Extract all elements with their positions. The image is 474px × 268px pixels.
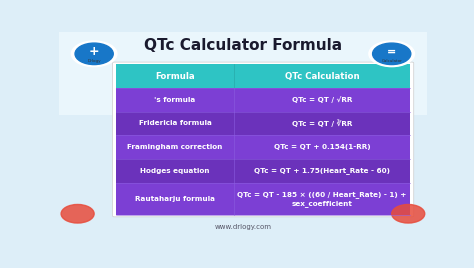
Text: QTc = QT + 1.75(Heart_Rate - 60): QTc = QT + 1.75(Heart_Rate - 60) [254, 168, 390, 174]
Text: Calculator: Calculator [381, 59, 402, 63]
Bar [59, 32, 427, 115]
Text: Hodges equation: Hodges equation [140, 168, 210, 174]
Text: =: = [387, 47, 396, 57]
Bar [116, 88, 410, 111]
Text: www.drlogy.com: www.drlogy.com [214, 224, 272, 230]
Text: 's formula: 's formula [155, 97, 196, 103]
Circle shape [72, 41, 117, 67]
Text: QTc = QT / ∛RR: QTc = QT / ∛RR [292, 120, 352, 127]
Text: QTc = QT - 185 × ((60 / Heart_Rate) - 1) +
sex_coefficient: QTc = QT - 185 × ((60 / Heart_Rate) - 1)… [237, 191, 407, 207]
Circle shape [61, 204, 94, 223]
Text: QTc = QT / √RR: QTc = QT / √RR [292, 96, 352, 103]
Text: Formula: Formula [155, 72, 195, 80]
Text: Drlogy: Drlogy [87, 59, 101, 63]
Circle shape [75, 43, 113, 65]
Text: Fridericia formula: Fridericia formula [138, 120, 211, 126]
Circle shape [373, 43, 411, 65]
Bar [116, 64, 410, 88]
Text: QTc = QT + 0.154(1-RR): QTc = QT + 0.154(1-RR) [273, 144, 370, 150]
Circle shape [392, 204, 425, 223]
Bar [116, 159, 410, 183]
Bar [116, 183, 410, 215]
Text: QTc Calculator Formula: QTc Calculator Formula [144, 38, 342, 53]
Circle shape [369, 41, 414, 67]
Text: +: + [89, 45, 100, 58]
Text: Rautaharju formula: Rautaharju formula [135, 196, 215, 202]
Text: QTc Calculation: QTc Calculation [284, 72, 359, 80]
Text: Framingham correction: Framingham correction [128, 144, 223, 150]
Bar [116, 135, 410, 159]
Bar [116, 111, 410, 135]
FancyBboxPatch shape [112, 62, 414, 217]
